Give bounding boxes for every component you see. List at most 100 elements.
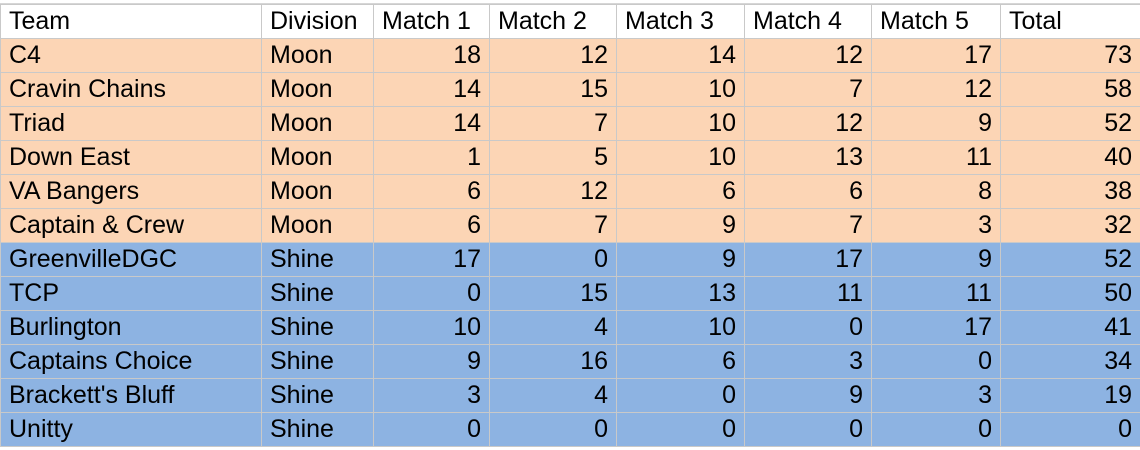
match-3-cell[interactable]: 6 <box>616 174 745 209</box>
match-5-cell[interactable]: 0 <box>871 344 1001 379</box>
division-cell[interactable]: Moon <box>261 208 374 243</box>
match-5-cell[interactable]: 11 <box>871 276 1001 311</box>
match-4-cell[interactable]: 6 <box>744 174 872 209</box>
match-1-cell[interactable]: 17 <box>373 242 490 277</box>
match-3-cell[interactable]: 10 <box>616 72 745 107</box>
total-cell[interactable]: 19 <box>1000 378 1140 413</box>
match-2-cell[interactable]: 0 <box>489 242 617 277</box>
match-5-cell[interactable]: 17 <box>871 310 1001 345</box>
match-1-cell[interactable]: 18 <box>373 38 490 73</box>
match-3-cell[interactable]: 14 <box>616 38 745 73</box>
division-cell[interactable]: Moon <box>261 106 374 141</box>
team-cell[interactable]: Down East <box>0 140 262 175</box>
match-1-cell[interactable]: 6 <box>373 174 490 209</box>
total-cell[interactable]: 40 <box>1000 140 1140 175</box>
division-cell[interactable]: Shine <box>261 344 374 379</box>
match-5-cell[interactable]: 0 <box>871 412 1001 447</box>
header-cell-team[interactable]: Team <box>0 4 262 39</box>
match-1-cell[interactable]: 6 <box>373 208 490 243</box>
match-5-cell[interactable]: 12 <box>871 72 1001 107</box>
match-3-cell[interactable]: 6 <box>616 344 745 379</box>
match-2-cell[interactable]: 15 <box>489 72 617 107</box>
match-3-cell[interactable]: 10 <box>616 140 745 175</box>
match-3-cell[interactable]: 10 <box>616 310 745 345</box>
match-2-cell[interactable]: 15 <box>489 276 617 311</box>
match-4-cell[interactable]: 0 <box>744 310 872 345</box>
match-4-cell[interactable]: 7 <box>744 72 872 107</box>
match-1-cell[interactable]: 0 <box>373 412 490 447</box>
match-4-cell[interactable]: 9 <box>744 378 872 413</box>
team-cell[interactable]: Cravin Chains <box>0 72 262 107</box>
match-5-cell[interactable]: 11 <box>871 140 1001 175</box>
team-cell[interactable]: Captains Choice <box>0 344 262 379</box>
team-cell[interactable]: Captain & Crew <box>0 208 262 243</box>
total-cell[interactable]: 34 <box>1000 344 1140 379</box>
division-cell[interactable]: Shine <box>261 378 374 413</box>
total-cell[interactable]: 73 <box>1000 38 1140 73</box>
team-cell[interactable]: GreenvilleDGC <box>0 242 262 277</box>
match-3-cell[interactable]: 10 <box>616 106 745 141</box>
team-cell[interactable]: Unitty <box>0 412 262 447</box>
division-cell[interactable]: Shine <box>261 310 374 345</box>
match-2-cell[interactable]: 16 <box>489 344 617 379</box>
division-cell[interactable]: Shine <box>261 276 374 311</box>
header-cell-match-4[interactable]: Match 4 <box>744 4 872 39</box>
match-5-cell[interactable]: 9 <box>871 106 1001 141</box>
total-cell[interactable]: 41 <box>1000 310 1140 345</box>
match-4-cell[interactable]: 13 <box>744 140 872 175</box>
header-cell-match-5[interactable]: Match 5 <box>871 4 1001 39</box>
total-cell[interactable]: 0 <box>1000 412 1140 447</box>
match-5-cell[interactable]: 9 <box>871 242 1001 277</box>
match-1-cell[interactable]: 14 <box>373 72 490 107</box>
match-5-cell[interactable]: 8 <box>871 174 1001 209</box>
match-4-cell[interactable]: 12 <box>744 106 872 141</box>
match-1-cell[interactable]: 9 <box>373 344 490 379</box>
team-cell[interactable]: Brackett's Bluff <box>0 378 262 413</box>
team-cell[interactable]: Triad <box>0 106 262 141</box>
match-1-cell[interactable]: 14 <box>373 106 490 141</box>
match-5-cell[interactable]: 17 <box>871 38 1001 73</box>
team-cell[interactable]: Burlington <box>0 310 262 345</box>
header-cell-division[interactable]: Division <box>261 4 374 39</box>
header-cell-match-3[interactable]: Match 3 <box>616 4 745 39</box>
total-cell[interactable]: 32 <box>1000 208 1140 243</box>
total-cell[interactable]: 52 <box>1000 106 1140 141</box>
match-2-cell[interactable]: 4 <box>489 310 617 345</box>
match-3-cell[interactable]: 0 <box>616 412 745 447</box>
match-4-cell[interactable]: 0 <box>744 412 872 447</box>
match-2-cell[interactable]: 5 <box>489 140 617 175</box>
header-cell-total[interactable]: Total <box>1000 4 1140 39</box>
match-1-cell[interactable]: 3 <box>373 378 490 413</box>
division-cell[interactable]: Moon <box>261 174 374 209</box>
division-cell[interactable]: Shine <box>261 412 374 447</box>
match-1-cell[interactable]: 1 <box>373 140 490 175</box>
match-3-cell[interactable]: 9 <box>616 208 745 243</box>
match-1-cell[interactable]: 0 <box>373 276 490 311</box>
total-cell[interactable]: 38 <box>1000 174 1140 209</box>
match-2-cell[interactable]: 7 <box>489 208 617 243</box>
total-cell[interactable]: 50 <box>1000 276 1140 311</box>
match-4-cell[interactable]: 7 <box>744 208 872 243</box>
team-cell[interactable]: VA Bangers <box>0 174 262 209</box>
match-2-cell[interactable]: 7 <box>489 106 617 141</box>
header-cell-match-1[interactable]: Match 1 <box>373 4 490 39</box>
match-1-cell[interactable]: 10 <box>373 310 490 345</box>
match-3-cell[interactable]: 0 <box>616 378 745 413</box>
match-3-cell[interactable]: 13 <box>616 276 745 311</box>
match-4-cell[interactable]: 3 <box>744 344 872 379</box>
total-cell[interactable]: 52 <box>1000 242 1140 277</box>
match-2-cell[interactable]: 12 <box>489 38 617 73</box>
match-2-cell[interactable]: 4 <box>489 378 617 413</box>
division-cell[interactable]: Moon <box>261 140 374 175</box>
total-cell[interactable]: 58 <box>1000 72 1140 107</box>
division-cell[interactable]: Moon <box>261 38 374 73</box>
match-4-cell[interactable]: 11 <box>744 276 872 311</box>
match-2-cell[interactable]: 12 <box>489 174 617 209</box>
match-5-cell[interactable]: 3 <box>871 208 1001 243</box>
match-5-cell[interactable]: 3 <box>871 378 1001 413</box>
match-3-cell[interactable]: 9 <box>616 242 745 277</box>
match-4-cell[interactable]: 17 <box>744 242 872 277</box>
match-4-cell[interactable]: 12 <box>744 38 872 73</box>
match-2-cell[interactable]: 0 <box>489 412 617 447</box>
header-cell-match-2[interactable]: Match 2 <box>489 4 617 39</box>
